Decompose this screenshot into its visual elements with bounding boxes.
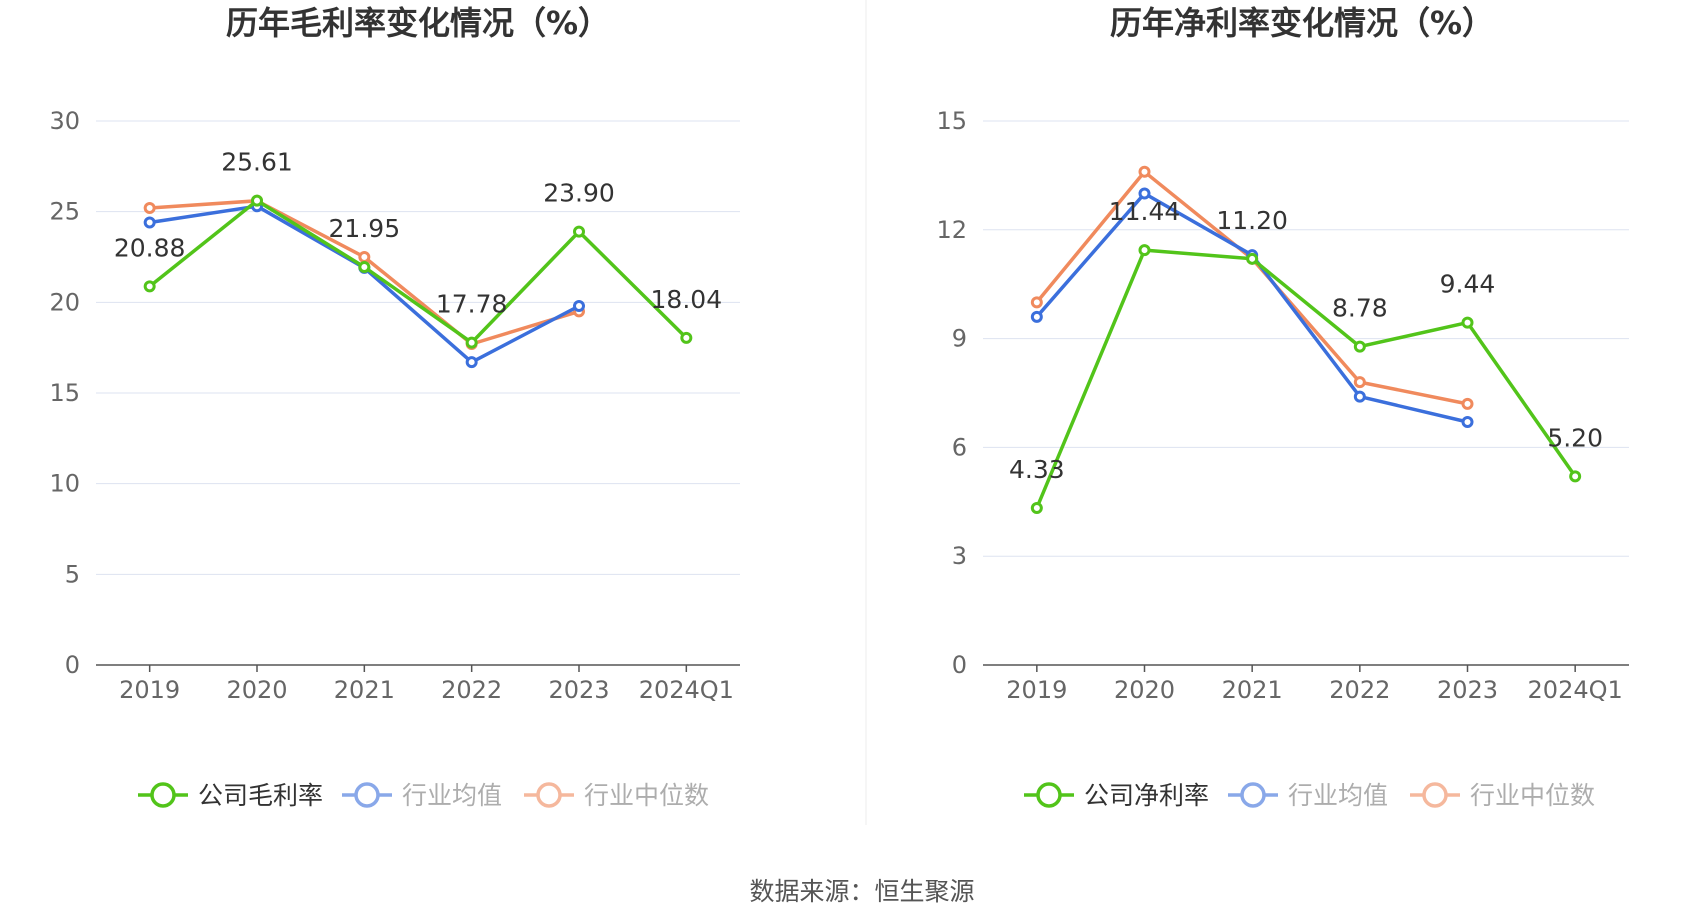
legend-marker-icon bbox=[354, 782, 380, 808]
legend-label: 公司毛利率 bbox=[198, 781, 323, 810]
y-tick-label: 30 bbox=[49, 107, 80, 135]
legend-label: 行业中位数 bbox=[584, 781, 709, 810]
y-tick-label: 12 bbox=[936, 216, 967, 244]
legend-item[interactable]: 行业均值 bbox=[342, 781, 502, 810]
data-label: 9.44 bbox=[1440, 270, 1496, 299]
legend-marker-icon bbox=[150, 782, 176, 808]
x-tick-label: 2023 bbox=[548, 676, 609, 704]
y-tick-label: 15 bbox=[49, 379, 80, 407]
x-tick-label: 2022 bbox=[1329, 676, 1390, 704]
data-point[interactable] bbox=[1353, 390, 1366, 403]
y-tick-label: 15 bbox=[936, 107, 967, 135]
y-tick-label: 9 bbox=[952, 325, 967, 353]
data-label: 25.61 bbox=[221, 148, 293, 177]
data-label: 23.90 bbox=[543, 179, 615, 208]
y-tick-label: 3 bbox=[952, 542, 967, 570]
data-label: 20.88 bbox=[114, 233, 186, 262]
data-point[interactable] bbox=[465, 356, 478, 369]
data-point[interactable] bbox=[143, 202, 156, 215]
data-point[interactable] bbox=[680, 331, 693, 344]
data-point[interactable] bbox=[1461, 316, 1474, 329]
data-point[interactable] bbox=[1461, 397, 1474, 410]
net-margin-chart: 历年净利率变化情况（%） 0 3 6 9 12 15 2019 2020 2021 2022 202… bbox=[936, 4, 1629, 810]
gross-margin-chart: 历年毛利率变化情况（%） 0 5 10 15 20 25 30 2019 2020 2021 202… bbox=[49, 4, 740, 810]
x-tick-label: 2019 bbox=[1006, 676, 1067, 704]
data-label: 18.04 bbox=[651, 285, 723, 314]
data-point[interactable] bbox=[251, 194, 263, 207]
legend-label: 公司净利率 bbox=[1084, 781, 1209, 810]
y-tick-label: 0 bbox=[65, 651, 80, 679]
data-point[interactable] bbox=[1569, 470, 1582, 483]
legend-item[interactable]: 行业中位数 bbox=[1410, 781, 1595, 810]
data-label: 11.20 bbox=[1216, 206, 1288, 235]
data-point[interactable] bbox=[573, 225, 585, 238]
legend-marker-icon bbox=[536, 782, 562, 808]
data-label: 11.44 bbox=[1109, 197, 1181, 226]
data-point[interactable] bbox=[143, 280, 156, 293]
chart-title: 历年毛利率变化情况（%） bbox=[226, 4, 610, 42]
legend-item[interactable]: 公司毛利率 bbox=[138, 781, 323, 810]
legend-marker-icon bbox=[1240, 782, 1266, 808]
data-point[interactable] bbox=[465, 336, 478, 349]
y-tick-label: 6 bbox=[952, 433, 967, 461]
data-point[interactable] bbox=[143, 216, 156, 229]
y-tick-label: 0 bbox=[952, 651, 967, 679]
data-point[interactable] bbox=[1138, 244, 1151, 257]
data-point[interactable] bbox=[1138, 187, 1151, 200]
legend-item[interactable]: 公司净利率 bbox=[1024, 781, 1209, 810]
data-point[interactable] bbox=[1030, 310, 1043, 323]
data-label: 21.95 bbox=[329, 214, 401, 243]
x-tick-label: 2019 bbox=[119, 676, 180, 704]
legend-item[interactable]: 行业中位数 bbox=[524, 781, 709, 810]
legend-item[interactable]: 行业均值 bbox=[1228, 781, 1388, 810]
data-source-label: 数据来源：恒生聚源 bbox=[749, 877, 974, 906]
data-point[interactable] bbox=[1461, 416, 1474, 429]
data-point[interactable] bbox=[1030, 501, 1043, 514]
data-point[interactable] bbox=[1138, 165, 1151, 178]
data-point[interactable] bbox=[1353, 340, 1366, 353]
data-label: 5.20 bbox=[1547, 423, 1603, 452]
legend-label: 行业均值 bbox=[1288, 781, 1388, 810]
legend-label: 行业均值 bbox=[402, 781, 502, 810]
data-point[interactable] bbox=[358, 251, 371, 263]
y-tick-label: 5 bbox=[65, 560, 80, 588]
data-label: 8.78 bbox=[1332, 294, 1388, 323]
data-point[interactable] bbox=[573, 299, 585, 312]
x-tick-label: 2021 bbox=[1222, 676, 1283, 704]
legend-label: 行业中位数 bbox=[1470, 781, 1595, 810]
data-point[interactable] bbox=[1030, 296, 1043, 309]
x-tick-label: 2020 bbox=[1114, 676, 1175, 704]
x-tick-label: 2024Q1 bbox=[1528, 676, 1623, 704]
legend-marker-icon bbox=[1036, 782, 1062, 808]
data-point[interactable] bbox=[1353, 376, 1366, 389]
data-point[interactable] bbox=[1246, 252, 1259, 265]
y-tick-label: 20 bbox=[49, 288, 80, 316]
legend-marker-icon bbox=[1422, 782, 1448, 808]
data-label: 4.33 bbox=[1009, 455, 1065, 484]
chart-title: 历年净利率变化情况（%） bbox=[1110, 4, 1494, 42]
y-tick-label: 10 bbox=[49, 470, 80, 498]
x-tick-label: 2023 bbox=[1437, 676, 1498, 704]
x-tick-label: 2024Q1 bbox=[639, 676, 734, 704]
x-tick-label: 2022 bbox=[441, 676, 502, 704]
x-tick-label: 2021 bbox=[334, 676, 395, 704]
y-tick-label: 25 bbox=[49, 198, 80, 226]
series-line-0 bbox=[1035, 248, 1577, 509]
data-label: 17.78 bbox=[436, 290, 508, 319]
data-point[interactable] bbox=[358, 260, 371, 273]
x-tick-label: 2020 bbox=[226, 676, 287, 704]
series-line-0 bbox=[148, 198, 688, 345]
